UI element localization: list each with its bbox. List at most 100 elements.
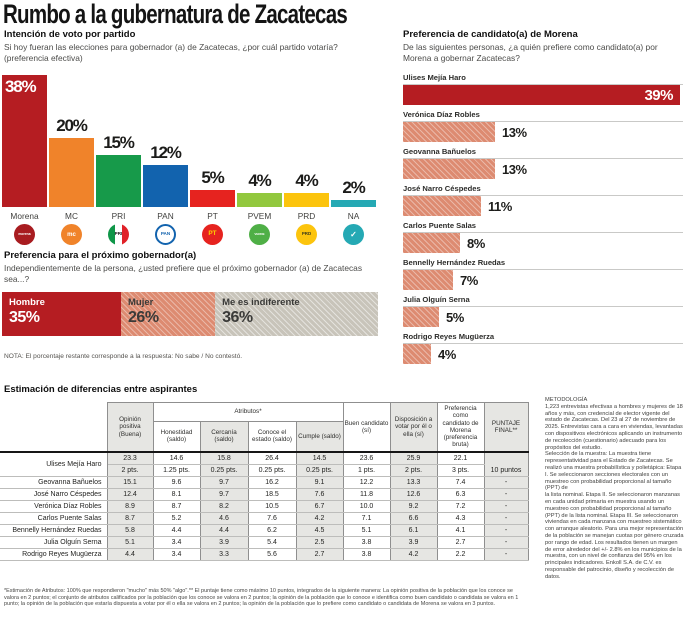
party-column-morena: 38% Morena morena (2, 74, 47, 245)
footnote-text: *Estimación de Atributos: 100% que respo… (4, 588, 519, 608)
value-cell: 9.7 (199, 488, 249, 501)
value-cell: 3.4 (152, 536, 201, 549)
party-column-mc: 20% MC mc (49, 74, 94, 245)
party-bar (331, 200, 376, 207)
governor-segment-hombre: Hombre 35% (2, 292, 122, 336)
party-bar-area: 15% (96, 74, 141, 207)
aspirant-name-cell: Ulises Mejía Haro (0, 451, 108, 477)
party-name: NA (347, 211, 360, 221)
candidate-value-label: 39% (644, 86, 673, 104)
governor-preference-section: Preferencia para el próximo gobernador(a… (4, 250, 364, 284)
value-cell: 4.4 (106, 548, 154, 561)
points-cell: 1.25 pts. (152, 464, 201, 477)
value-cell: 7.6 (247, 512, 297, 525)
value-cell: 15.1 (106, 476, 154, 489)
candidate-bar (403, 270, 453, 290)
party-bar-area: 20% (49, 74, 94, 207)
value-cell: 4.5 (295, 524, 344, 537)
points-cell: 2 pts. (389, 464, 438, 477)
pri-party-logo-icon: PRI (108, 224, 129, 245)
party-bar (2, 75, 47, 207)
value-cell: - (483, 524, 529, 537)
column-header: Cercanía (saldo) (199, 420, 249, 453)
value-cell: 12.4 (106, 488, 154, 501)
governor-note: NOTA: El porcentaje restante corresponde… (4, 353, 243, 360)
column-header: Cumple (saldo) (295, 420, 344, 453)
aspirant-name-cell: Bennelly Hernández Ruedas (0, 524, 108, 537)
value-cell: 3.3 (199, 548, 249, 561)
table-row: Rodrigo Reyes Mugüerza 4.4 3.4 3.3 5.6 2.7 3.8… (0, 548, 529, 561)
pvem-party-logo-icon: VERDE (249, 224, 270, 245)
aspirants-comparison-table: Opinión positiva (Buena) Atributos* Buen c… (0, 401, 529, 561)
party-bar (284, 193, 329, 207)
value-cell: - (483, 548, 529, 561)
candidate-name: Bennelly Hernández Ruedas (403, 258, 683, 270)
candidate-bar-row: 4% (403, 344, 683, 364)
value-cell: 25.9 (389, 451, 438, 465)
party-value-label: 4% (248, 171, 271, 190)
value-cell: 2.7 (436, 536, 485, 549)
value-cell: 5.8 (106, 524, 154, 537)
final-score-cell: 10 puntos (483, 451, 529, 477)
value-cell: 8.7 (152, 500, 201, 513)
page-title: Rumbo a la gubernatura de Zacatecas (3, 0, 348, 29)
candidate-item: Ulises Mejía Haro 39% (403, 73, 683, 105)
points-cell: 0.25 pts. (295, 464, 344, 477)
governor-section-subtitle: Independientemente de la persona, ¿usted… (4, 263, 363, 284)
party-value-label: 15% (103, 133, 135, 152)
value-cell: 15.8 (199, 451, 249, 465)
value-cell: 3.8 (342, 548, 391, 561)
column-header: Disposición a votar por él o ella (sí) (389, 401, 438, 453)
candidate-bar-row: 39% (403, 85, 683, 105)
party-bar (49, 138, 94, 207)
value-cell: 5.6 (247, 548, 297, 561)
value-cell: 4.3 (436, 512, 485, 525)
value-cell: 3.4 (152, 548, 201, 561)
value-cell: 12.2 (342, 476, 391, 489)
value-cell: - (483, 488, 529, 501)
value-cell: 7.2 (436, 500, 485, 513)
value-cell: 14.5 (295, 451, 344, 465)
candidate-bar (403, 233, 460, 253)
candidate-value-label: 5% (446, 309, 464, 325)
candidate-item: José Narro Céspedes 11% (403, 184, 683, 216)
candidate-name: Geovanna Bañuelos (403, 147, 683, 159)
value-cell: 14.6 (152, 451, 201, 465)
candidate-bar-row: 7% (403, 270, 683, 290)
candidate-value-label: 13% (502, 124, 527, 140)
party-bar-area: 5% (190, 74, 235, 207)
party-value-label: 4% (295, 171, 318, 190)
candidate-name: José Narro Céspedes (403, 184, 683, 196)
value-cell: 4.4 (152, 524, 201, 537)
column-header: Conoce el estado (saldo) (247, 420, 297, 453)
candidate-value-label: 11% (488, 198, 512, 214)
party-vote-section: Intención de voto por partido Si hoy fue… (4, 29, 356, 63)
morena-party-logo-icon: morena (14, 224, 35, 245)
value-cell: 6.2 (247, 524, 297, 537)
pt-party-logo-icon: PT (202, 224, 223, 245)
candidate-value-label: 4% (438, 346, 456, 362)
column-header: Buen candidato (sí) (342, 401, 391, 453)
value-cell: 9.2 (389, 500, 438, 513)
column-header: PUNTAJE FINAL** (483, 401, 529, 453)
party-value-label: 20% (56, 116, 88, 135)
value-cell: 5.1 (342, 524, 391, 537)
value-cell: 4.6 (199, 512, 249, 525)
value-cell: 7.4 (436, 476, 485, 489)
segment-label: Hombre (9, 297, 45, 308)
value-cell: 5.2 (152, 512, 201, 525)
party-bar (237, 193, 282, 207)
party-logo-text: PRI (114, 231, 123, 237)
party-bar-area: 38% (2, 74, 47, 207)
party-column-na: 2% NA ✓ (331, 74, 376, 245)
segment-value: 35% (9, 309, 40, 326)
party-name: Morena (10, 211, 39, 221)
candidate-item: Verónica Díaz Robles 13% (403, 110, 683, 142)
candidate-name: Rodrigo Reyes Mugüerza (403, 332, 683, 344)
candidate-bar: 39% (403, 85, 680, 105)
aspirant-name-cell: Verónica Díaz Robles (0, 500, 108, 513)
methodology-text: METODOLOGÍA 1,223 entrevistas efectivas … (545, 397, 684, 580)
party-bar-area: 4% (237, 74, 282, 207)
governor-stacked-bar: Hombre 35% Mujer 26% Me es indiferente 36% (2, 292, 378, 336)
